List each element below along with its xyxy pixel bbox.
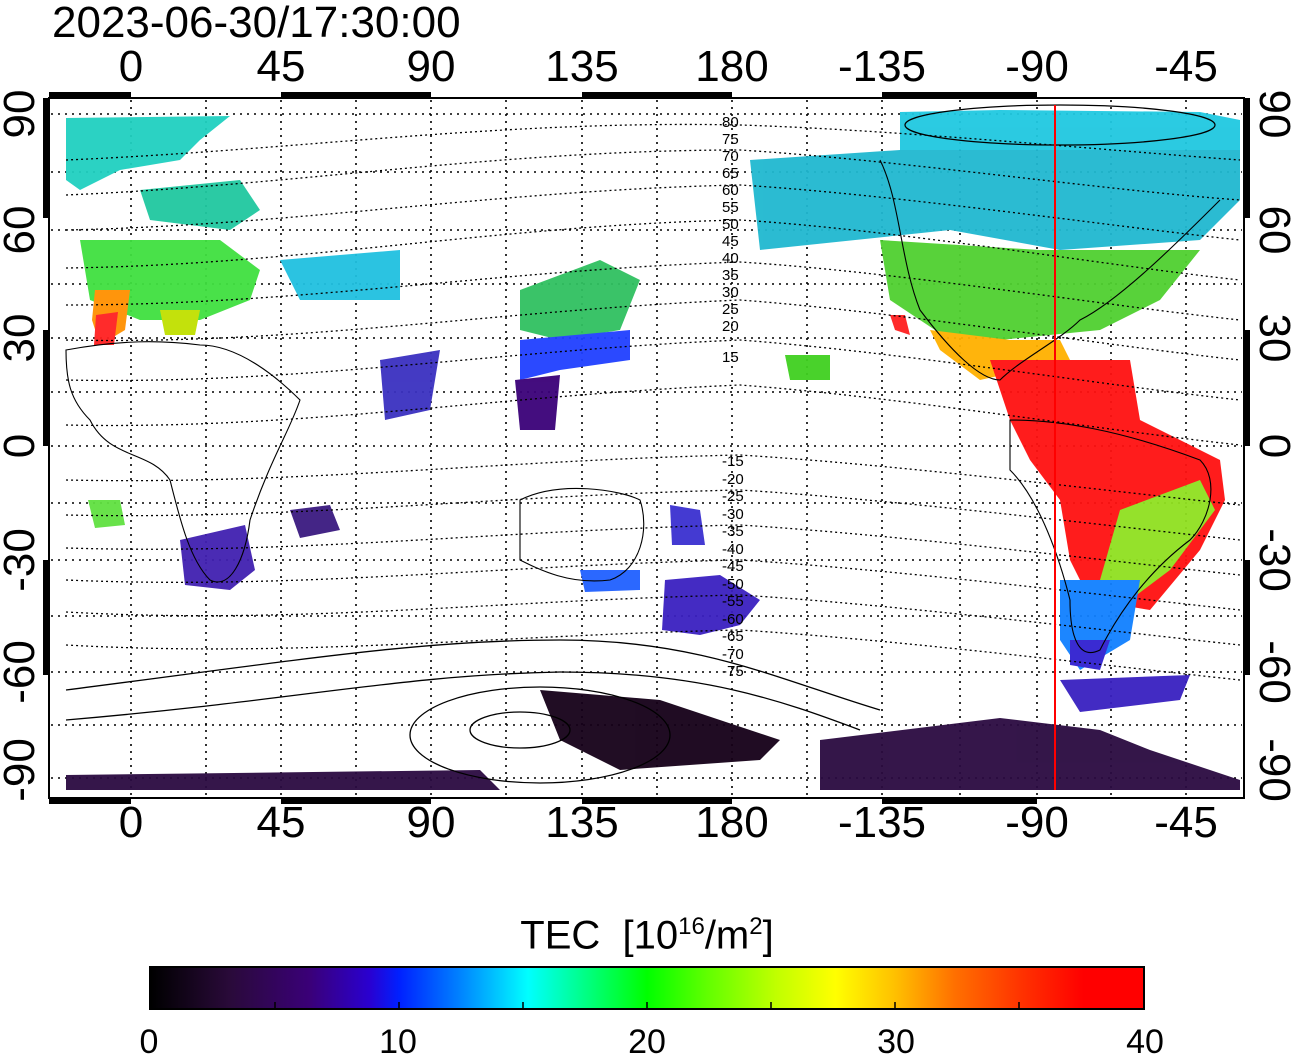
lon-label-bottom: 180 xyxy=(695,798,769,847)
contour-label: 55 xyxy=(722,199,739,216)
lon-label-top: -90 xyxy=(1005,42,1069,91)
lon-label-top: -45 xyxy=(1154,42,1218,91)
contour-label: -50 xyxy=(722,575,744,593)
lon-label-top: 45 xyxy=(256,42,306,91)
lon-label-bottom: 45 xyxy=(256,798,306,847)
contour-label: 30 xyxy=(722,284,739,301)
coastlines xyxy=(65,159,1221,654)
contour-label: 75 xyxy=(722,131,739,148)
contour-label: 80 xyxy=(722,114,739,131)
contour-label: -55 xyxy=(722,593,744,610)
contour-label: -45 xyxy=(722,558,744,575)
colorbar-unit-denominator: /m xyxy=(704,913,750,958)
contour-label: -30 xyxy=(722,505,744,523)
colorbar-unit-base: 10 xyxy=(633,913,679,958)
lon-label-bottom: -45 xyxy=(1154,798,1218,847)
contour-label: 45 xyxy=(722,233,739,250)
colorbar-ticks xyxy=(274,1002,1020,1008)
tec-data xyxy=(66,110,1240,790)
frame-ticks xyxy=(43,92,1250,804)
contour-label: 60 xyxy=(722,182,739,199)
graticule xyxy=(51,100,1242,796)
contour-label: 35 xyxy=(722,267,739,284)
lon-label-bottom: 135 xyxy=(545,798,619,847)
contour-label: -60 xyxy=(722,610,744,628)
colorbar-quantity: TEC xyxy=(520,913,601,958)
colorbar-title: TEC [1016/m2] xyxy=(520,913,774,958)
colorbar-unit-exponent: 16 xyxy=(678,913,705,940)
contour-label: -40 xyxy=(722,540,744,558)
contour-label: -35 xyxy=(722,523,744,540)
lon-label-top: 0 xyxy=(118,42,144,91)
lon-label-top: 135 xyxy=(545,42,619,91)
colorbar-unit-exponent-2: 2 xyxy=(749,913,763,940)
colorbar-tick-label: 20 xyxy=(628,1023,666,1061)
contour-label: 65 xyxy=(722,165,739,182)
contour-label: 25 xyxy=(722,301,739,318)
lon-label-top: 180 xyxy=(695,42,769,91)
contour-label: -15 xyxy=(722,453,744,470)
contour-label: -25 xyxy=(722,488,744,505)
colorbar-tick-label: 30 xyxy=(877,1023,915,1061)
lon-label-bottom: 90 xyxy=(406,798,456,847)
contour-label: 40 xyxy=(722,250,739,267)
colorbar-tick-label: 40 xyxy=(1126,1023,1164,1061)
contour-label-group-south: -15 -20 -25 -30 -35 -40 -45 -50 -55 -60 … xyxy=(722,453,744,681)
contour-label: -65 xyxy=(722,628,744,645)
lon-label-top: -135 xyxy=(837,42,927,91)
colorbar xyxy=(149,966,1145,1010)
magnetic-contours-solid xyxy=(65,104,1216,784)
contour-label: 70 xyxy=(722,148,739,165)
map-timestamp: 2023-06-30/17:30:00 xyxy=(52,0,461,47)
contour-label-group-north: 80 75 70 65 60 55 50 45 40 35 30 25 20 1… xyxy=(722,114,739,366)
magnetic-contours xyxy=(65,123,1241,681)
colorbar-tick-label: 10 xyxy=(379,1023,417,1061)
lon-label-bottom: -135 xyxy=(837,798,927,847)
contour-label: -75 xyxy=(722,663,744,680)
contour-label: -20 xyxy=(722,470,744,488)
colorbar-tick-label: 0 xyxy=(139,1023,159,1061)
lon-label-bottom: -90 xyxy=(1005,798,1069,847)
contour-label: 20 xyxy=(722,318,739,335)
contour-label: 15 xyxy=(722,349,739,366)
contour-label: -70 xyxy=(722,645,744,663)
contour-label: 50 xyxy=(722,216,739,233)
lon-label-bottom: 0 xyxy=(118,798,144,847)
lon-label-top: 90 xyxy=(406,42,456,91)
